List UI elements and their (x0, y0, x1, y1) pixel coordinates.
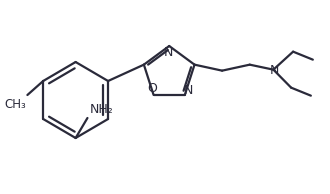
Text: O: O (148, 82, 157, 95)
Text: N: N (270, 64, 279, 77)
Text: CH₃: CH₃ (5, 98, 26, 111)
Text: N: N (164, 47, 173, 60)
Text: NH₂: NH₂ (89, 103, 113, 116)
Text: N: N (184, 84, 193, 97)
